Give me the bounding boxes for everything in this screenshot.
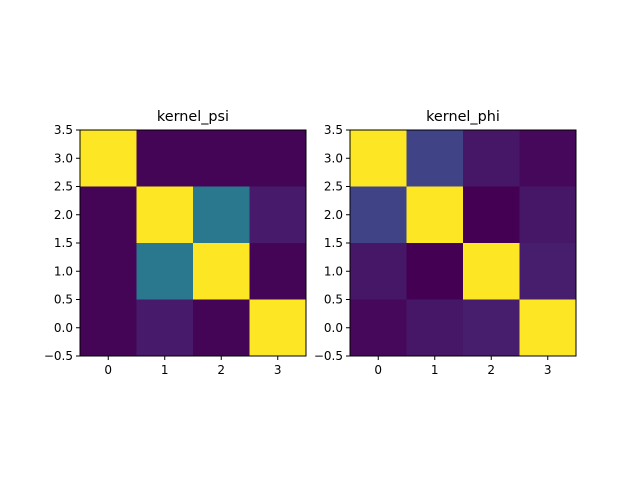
y-tick-label: 1.0 — [54, 264, 73, 278]
heatmap-cell — [519, 299, 577, 357]
heatmap-cell — [463, 299, 520, 357]
chart-title: kernel_psi — [157, 109, 229, 125]
heatmap-cell — [136, 299, 194, 357]
y-axis: −0.5 0.0 0.5 1.0 1.5 2.0 2.5 3.0 3.5 — [314, 123, 350, 363]
y-tick-label: 2.0 — [54, 208, 73, 222]
heatmap-cell — [193, 186, 250, 244]
x-tick-label: 2 — [217, 363, 225, 377]
heatmap-kernel-phi: kernel_phi 0 1 2 3 −0.5 0.0 0.5 1.0 1.5 2.0 2.5 3.… — [314, 109, 577, 377]
heatmap-cells — [350, 130, 577, 357]
chart-title: kernel_phi — [426, 109, 500, 125]
heatmap-cell — [249, 243, 307, 300]
heatmap-cell — [249, 299, 307, 357]
y-tick-label: 2.0 — [324, 208, 343, 222]
heatmap-cell — [406, 186, 464, 244]
x-tick-label: 2 — [487, 363, 495, 377]
y-tick-label: 2.5 — [324, 180, 343, 194]
heatmap-cell — [350, 186, 407, 244]
y-tick-label: 1.0 — [324, 264, 343, 278]
heatmap-cell — [519, 130, 577, 187]
heatmap-cell — [350, 243, 407, 300]
heatmap-cell — [249, 186, 307, 244]
heatmap-cell — [463, 130, 520, 187]
x-tick-label: 1 — [431, 363, 439, 377]
heatmap-cells — [80, 130, 307, 357]
y-tick-label: 0.5 — [54, 293, 73, 307]
x-tick-label: 3 — [544, 363, 552, 377]
y-tick-label: 2.5 — [54, 180, 73, 194]
heatmap-cell — [519, 186, 577, 244]
heatmap-cell — [350, 130, 407, 187]
heatmap-cell — [406, 299, 464, 357]
x-tick-label: 1 — [161, 363, 169, 377]
x-axis: 0 1 2 3 — [104, 356, 282, 377]
x-tick-label: 3 — [274, 363, 282, 377]
heatmap-cell — [463, 186, 520, 244]
y-tick-label: 3.0 — [324, 151, 343, 165]
heatmap-cell — [406, 243, 464, 300]
y-tick-label: −0.5 — [44, 349, 73, 363]
heatmap-cell — [136, 186, 194, 244]
heatmap-cell — [193, 243, 250, 300]
heatmap-cell — [406, 130, 464, 187]
y-tick-label: 0.5 — [324, 293, 343, 307]
y-tick-label: 3.0 — [54, 151, 73, 165]
heatmap-cell — [80, 186, 137, 244]
y-tick-label: 0.0 — [54, 321, 73, 335]
heatmap-cell — [463, 243, 520, 300]
y-tick-label: 1.5 — [324, 236, 343, 250]
y-tick-label: 1.5 — [54, 236, 73, 250]
x-tick-label: 0 — [104, 363, 112, 377]
heatmap-cell — [249, 130, 307, 187]
heatmap-cell — [80, 299, 137, 357]
x-axis: 0 1 2 3 — [374, 356, 552, 377]
y-tick-label: −0.5 — [314, 349, 343, 363]
heatmap-cell — [80, 130, 137, 187]
y-tick-label: 0.0 — [324, 321, 343, 335]
heatmap-cell — [136, 243, 194, 300]
x-tick-label: 0 — [374, 363, 382, 377]
heatmap-cell — [193, 130, 250, 187]
y-tick-label: 3.5 — [54, 123, 73, 137]
y-tick-label: 3.5 — [324, 123, 343, 137]
heatmap-cell — [136, 130, 194, 187]
heatmap-cell — [80, 243, 137, 300]
y-axis: −0.5 0.0 0.5 1.0 1.5 2.0 2.5 3.0 3.5 — [44, 123, 80, 363]
heatmap-cell — [193, 299, 250, 357]
heatmap-cell — [519, 243, 577, 300]
heatmap-cell — [350, 299, 407, 357]
heatmap-kernel-psi: kernel_psi 0 1 2 3 −0.5 0.0 0.5 1.0 1.5 2.0 2.5 3.… — [44, 109, 307, 377]
